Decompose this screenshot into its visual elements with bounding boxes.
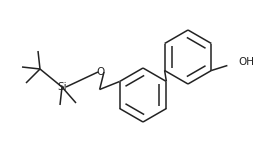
Text: OH: OH [238,57,254,67]
Text: O: O [97,67,105,77]
Text: Si: Si [57,82,67,92]
